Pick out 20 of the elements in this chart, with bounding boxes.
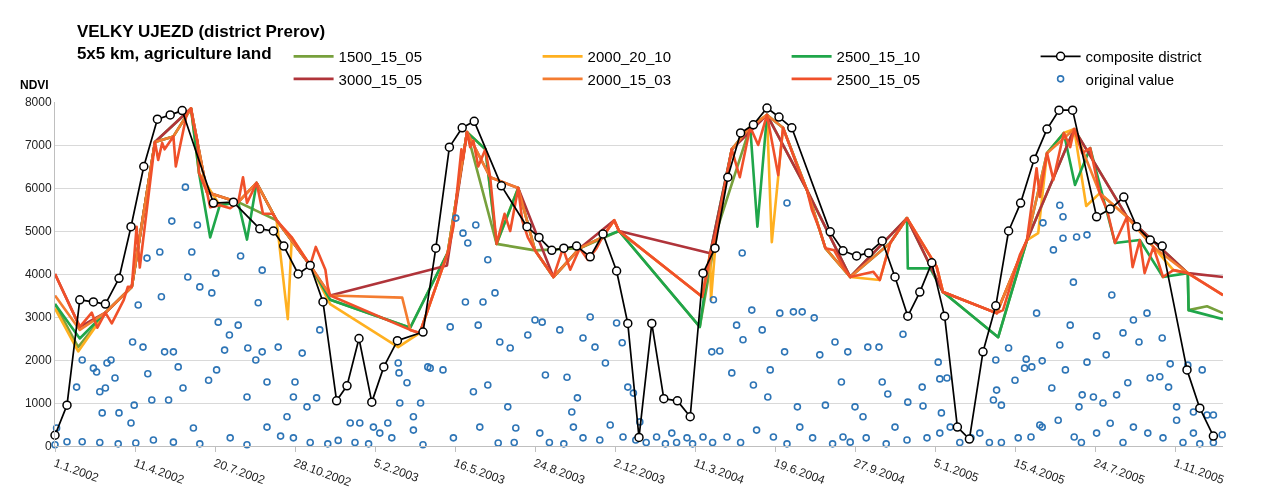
- legend-label: 2000_20_10: [587, 48, 672, 66]
- chart-title: VELKY UJEZD (district Prerov): [76, 21, 326, 41]
- legend-label: composite district: [1085, 48, 1203, 66]
- legend-label: 2000_15_03: [587, 70, 672, 88]
- y-tick-label: 6000: [24, 181, 52, 196]
- y-tick-label: 4000: [24, 267, 52, 282]
- legend-label: 3000_15_05: [338, 70, 423, 88]
- y-tick-label: 0: [44, 439, 52, 454]
- y-tick-label: 5000: [24, 224, 52, 239]
- legend-label: 2500_15_10: [836, 48, 921, 66]
- y-axis-title: NDVI: [20, 78, 49, 92]
- legend-label: 1500_15_05: [338, 48, 423, 66]
- y-tick-label: 2000: [24, 353, 52, 368]
- y-tick-label: 7000: [24, 138, 52, 153]
- legend-label: 2500_15_05: [836, 70, 921, 88]
- legend-label: original value: [1085, 70, 1174, 88]
- y-tick-label: 8000: [24, 95, 52, 110]
- y-tick-label: 3000: [24, 310, 52, 325]
- chart-subtitle: 5x5 km, agriculture land: [76, 44, 272, 63]
- y-tick-label: 1000: [24, 396, 52, 411]
